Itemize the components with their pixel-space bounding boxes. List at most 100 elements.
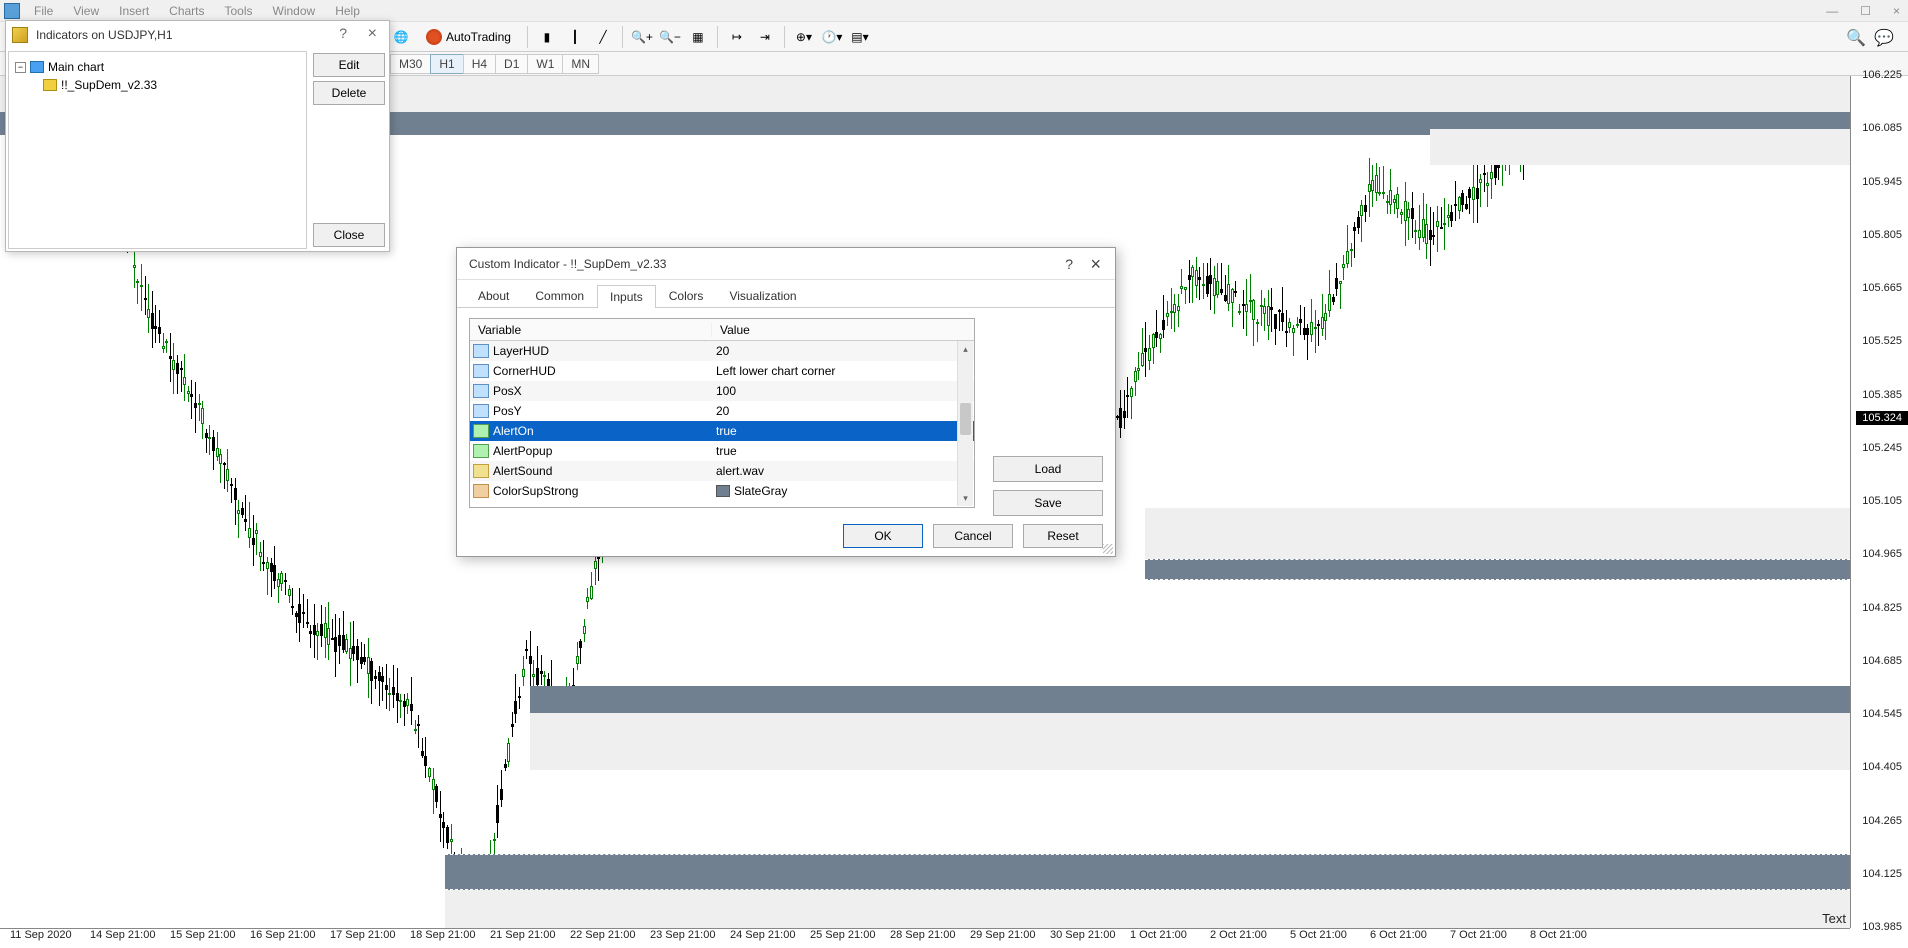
price-tick: 104.825 [1862, 602, 1902, 614]
menu-view[interactable]: View [63, 2, 109, 20]
input-row-PosX[interactable]: PosX 100 [470, 381, 974, 401]
sd-zone [1145, 508, 1850, 559]
close-icon[interactable]: × [368, 25, 377, 43]
edit-button[interactable]: Edit [313, 53, 385, 77]
var-value: 20 [716, 404, 729, 418]
ci-dialog-title: Custom Indicator - !!_SupDem_v2.33 [469, 257, 666, 271]
var-value: 20 [716, 344, 729, 358]
type-icon [473, 404, 489, 418]
cancel-button[interactable]: Cancel [933, 524, 1013, 548]
menu-tools[interactable]: Tools [215, 2, 263, 20]
grid-scrollbar[interactable]: ▴ ▾ [957, 341, 973, 506]
scroll-up-icon[interactable]: ▴ [958, 341, 973, 357]
shift-icon[interactable]: ↦ [726, 26, 748, 48]
timeframe-W1[interactable]: W1 [527, 54, 563, 74]
var-value: 100 [716, 384, 736, 398]
menu-help[interactable]: Help [325, 2, 370, 20]
zoom-out-icon[interactable]: 🔍− [659, 26, 681, 48]
help-button[interactable]: ? [1065, 256, 1073, 272]
tree-root-row[interactable]: − Main chart [15, 58, 300, 76]
close-button[interactable]: × [1887, 2, 1906, 20]
bar-chart-icon[interactable]: ▮ [536, 26, 558, 48]
time-tick: 1 Oct 21:00 [1130, 929, 1187, 941]
input-row-AlertOn[interactable]: AlertOn true [470, 421, 974, 441]
time-tick: 30 Sep 21:00 [1050, 929, 1115, 941]
periods-icon[interactable]: 🕐▾ [821, 26, 843, 48]
input-row-PosY[interactable]: PosY 20 [470, 401, 974, 421]
custom-indicator-dialog: Custom Indicator - !!_SupDem_v2.33 ? × A… [456, 247, 1116, 557]
tree-child-row[interactable]: !!_SupDem_v2.33 [15, 76, 300, 94]
input-row-AlertPopup[interactable]: AlertPopup true [470, 441, 974, 461]
timeframe-MN[interactable]: MN [562, 54, 599, 74]
help-button[interactable]: ? [339, 25, 347, 41]
timeframe-H4[interactable]: H4 [463, 54, 496, 74]
resize-grip[interactable] [1103, 544, 1113, 554]
chat-icon[interactable]: 💬 [1874, 28, 1894, 48]
timeframe-D1[interactable]: D1 [495, 54, 528, 74]
close-icon[interactable]: × [1090, 254, 1101, 275]
price-tick: 105.945 [1862, 176, 1902, 188]
sd-zone [445, 854, 1850, 890]
menu-insert[interactable]: Insert [109, 2, 159, 20]
indicators-tree[interactable]: − Main chart !!_SupDem_v2.33 [8, 51, 307, 249]
var-name: PosY [493, 404, 522, 418]
tree-root-label: Main chart [48, 60, 104, 74]
ok-button[interactable]: OK [843, 524, 923, 548]
var-name: CornerHUD [493, 364, 556, 378]
line-chart-icon[interactable]: ╱ [592, 26, 614, 48]
tab-common[interactable]: Common [522, 284, 597, 307]
menu-window[interactable]: Window [263, 2, 326, 20]
search-icon[interactable]: 🔍 [1846, 28, 1866, 48]
delete-button[interactable]: Delete [313, 81, 385, 105]
tab-about[interactable]: About [465, 284, 522, 307]
collapse-icon[interactable]: − [15, 62, 26, 73]
autotrading-button[interactable]: AutoTrading [418, 27, 519, 47]
timeframe-H1[interactable]: H1 [430, 54, 463, 74]
globe-icon[interactable]: 🌐 [390, 26, 412, 48]
time-tick: 25 Sep 21:00 [810, 929, 875, 941]
price-tick: 106.225 [1862, 69, 1902, 81]
inputs-grid[interactable]: Variable Value LayerHUD 20 CornerHUD Lef… [469, 318, 975, 508]
zoom-in-icon[interactable]: 🔍+ [631, 26, 653, 48]
price-tick: 104.545 [1862, 708, 1902, 720]
ci-dialog-title-bar[interactable]: Custom Indicator - !!_SupDem_v2.33 ? × [457, 248, 1115, 280]
input-row-AlertSound[interactable]: AlertSound alert.wav [470, 461, 974, 481]
candle-chart-icon[interactable]: ┃ [564, 26, 586, 48]
grid-icon[interactable]: ▦ [687, 26, 709, 48]
input-row-LayerHUD[interactable]: LayerHUD 20 [470, 341, 974, 361]
autoshift-icon[interactable]: ⇥ [754, 26, 776, 48]
indicators-icon[interactable]: ⊕▾ [793, 26, 815, 48]
maximize-button[interactable]: ☐ [1854, 2, 1877, 20]
close-button[interactable]: Close [313, 223, 385, 247]
indicators-dialog-title-bar[interactable]: Indicators on USDJPY,H1 ? × [6, 21, 389, 49]
load-button[interactable]: Load [993, 456, 1103, 482]
autotrading-status-icon [426, 29, 442, 45]
price-tick: 104.125 [1862, 868, 1902, 880]
price-tick: 105.245 [1862, 442, 1902, 454]
scroll-down-icon[interactable]: ▾ [958, 490, 973, 506]
input-row-CornerHUD[interactable]: CornerHUD Left lower chart corner [470, 361, 974, 381]
column-variable[interactable]: Variable [470, 323, 712, 337]
tab-visualization[interactable]: Visualization [716, 284, 809, 307]
color-swatch [716, 485, 730, 497]
reset-button[interactable]: Reset [1023, 524, 1103, 548]
price-tick: 105.525 [1862, 335, 1902, 347]
scroll-thumb[interactable] [960, 403, 971, 435]
column-value[interactable]: Value [712, 323, 974, 337]
input-row-ColorSupStrong[interactable]: ColorSupStrong SlateGray [470, 481, 974, 501]
price-axis: 106.225106.085105.945105.805105.665105.5… [1850, 76, 1908, 928]
save-button[interactable]: Save [993, 490, 1103, 516]
menu-file[interactable]: File [24, 2, 63, 20]
minimize-button[interactable]: — [1820, 2, 1844, 20]
timeframe-M30[interactable]: M30 [390, 54, 431, 74]
sd-zone [530, 686, 1850, 713]
time-tick: 23 Sep 21:00 [650, 929, 715, 941]
templates-icon[interactable]: ▤▾ [849, 26, 871, 48]
tab-inputs[interactable]: Inputs [597, 285, 656, 308]
tab-colors[interactable]: Colors [656, 284, 717, 307]
sd-zone [1145, 559, 1850, 580]
var-value: Left lower chart corner [716, 364, 835, 378]
menu-charts[interactable]: Charts [159, 2, 214, 20]
indicators-icon [12, 27, 28, 43]
time-tick: 16 Sep 21:00 [250, 929, 315, 941]
